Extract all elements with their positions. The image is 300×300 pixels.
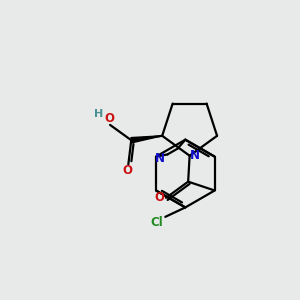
Text: Cl: Cl bbox=[151, 216, 164, 229]
Text: N: N bbox=[154, 152, 164, 166]
Text: N: N bbox=[190, 149, 200, 162]
Polygon shape bbox=[131, 136, 162, 143]
Text: O: O bbox=[154, 191, 165, 204]
Text: H: H bbox=[94, 109, 104, 119]
Text: O: O bbox=[123, 164, 133, 177]
Text: O: O bbox=[104, 112, 115, 125]
